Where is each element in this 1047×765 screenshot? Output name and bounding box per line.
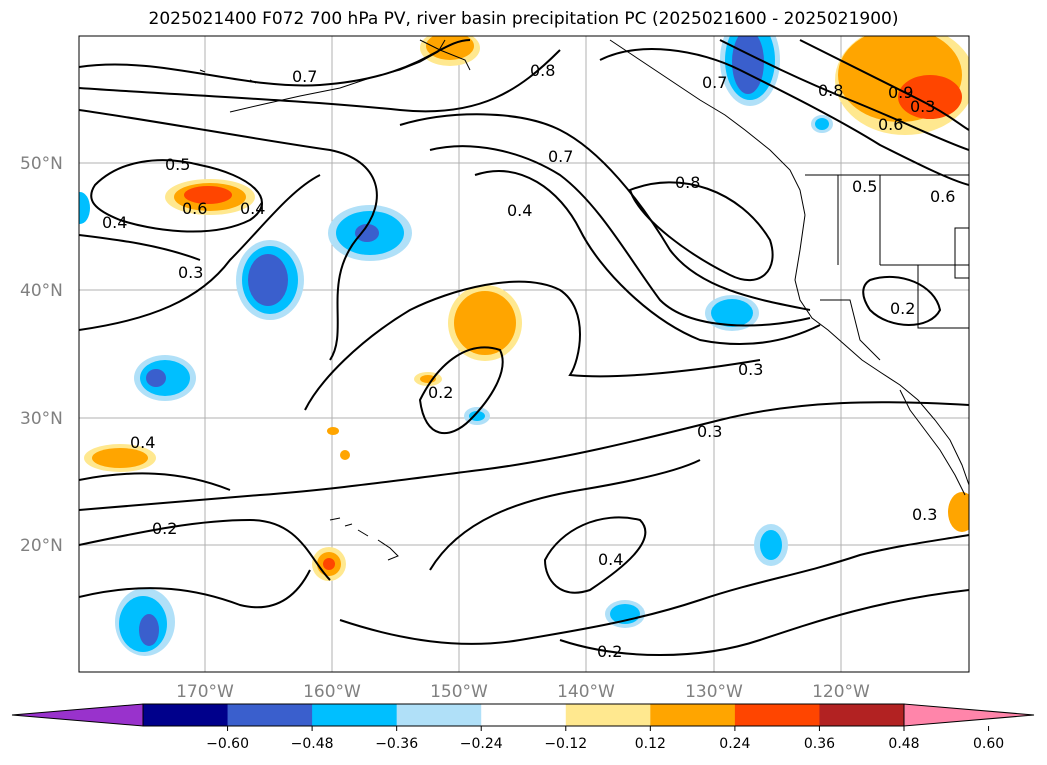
colorbar-box	[396, 704, 482, 726]
contour-label: 0.2	[890, 299, 915, 318]
contour-label: 0.8	[818, 81, 843, 100]
precip-positive-blob	[84, 444, 156, 472]
contour-label: 0.3	[910, 97, 935, 116]
contour-label: 0.2	[428, 383, 453, 402]
colorbar-box	[565, 704, 651, 726]
precip-negative-blob	[115, 588, 175, 656]
contour-label: 0.6	[878, 115, 903, 134]
colorbar-tick-label: 0.12	[635, 736, 666, 752]
precip-positive-blob	[835, 36, 969, 135]
colorbar-frame	[142, 703, 905, 727]
longitude-labels: 170°W 160°W 150°W 140°W 130°W 120°W	[176, 682, 870, 702]
colorbar-arrow-high	[903, 703, 1035, 727]
contour-label: 0.7	[292, 67, 317, 86]
colorbar-box	[143, 704, 229, 726]
contour-label: 0.7	[702, 73, 727, 92]
colorbar-tick-label: −0.24	[460, 736, 503, 752]
latitude-labels: 50°N 40°N 30°N 20°N	[20, 154, 63, 556]
colorbar-tick-label: 0.24	[719, 736, 750, 752]
lon-label: 170°W	[176, 682, 234, 702]
lon-label: 150°W	[430, 682, 488, 702]
contour-label: 0.6	[930, 187, 955, 206]
lat-label: 40°N	[20, 281, 63, 301]
precip-positive-blob	[312, 547, 346, 581]
colorbar: −0.60 −0.48 −0.36 −0.24 −0.12 0.12 0.24 0.36 0.4…	[11, 703, 1035, 752]
contour-label-group: 0.7 0.8 0.7 0.8 0.7 0.8 0.9 0.5 0.5 0.6 …	[102, 61, 955, 661]
colorbar-box	[312, 704, 398, 726]
colorbar-box	[650, 704, 736, 726]
lon-label: 130°W	[685, 682, 743, 702]
contour-label: 0.9	[888, 83, 913, 102]
contour-label: 0.3	[697, 422, 722, 441]
map-title: 2025021400 F072 700 hPa PV, river basin …	[148, 9, 899, 29]
colorbar-tick-label: 0.60	[973, 736, 1004, 752]
precip-negative-blob	[811, 115, 833, 133]
map-frame	[78, 35, 970, 673]
lat-label: 20°N	[20, 536, 63, 556]
precip-negative-blob	[328, 205, 412, 261]
lon-label: 160°W	[303, 682, 361, 702]
precip-positive-blob	[165, 179, 255, 215]
contour-label: 0.5	[852, 177, 877, 196]
colorbar-box	[819, 704, 905, 726]
contour-label: 0.4	[598, 550, 623, 569]
coastlines	[199, 39, 969, 561]
precip-negative-blob	[79, 192, 90, 224]
lon-label: 140°W	[557, 682, 615, 702]
contour-label: 0.4	[102, 213, 127, 232]
precip-positive-blob	[448, 285, 522, 361]
contour-label: 0.5	[165, 155, 190, 174]
colorbar-tick-label: −0.60	[206, 736, 249, 752]
lon-label: 120°W	[812, 682, 870, 702]
contour-label: 0.2	[152, 519, 177, 538]
precip-negative-blob	[236, 240, 304, 320]
contour-label: 0.8	[530, 61, 555, 80]
pv-contours	[79, 39, 969, 656]
contour-label: 0.6	[182, 199, 207, 218]
contour-label: 0.8	[675, 173, 700, 192]
gridlines	[79, 36, 969, 672]
lat-label: 50°N	[20, 154, 63, 174]
contour-label: 0.3	[178, 263, 203, 282]
map-area: 0.7 0.8 0.7 0.8 0.7 0.8 0.9 0.5 0.5 0.6 …	[79, 36, 969, 672]
colorbar-tick-label: 0.36	[804, 736, 835, 752]
contour-label: 0.2	[597, 642, 622, 661]
contour-label: 0.3	[738, 360, 763, 379]
precip-shading	[79, 36, 969, 656]
colorbar-box	[227, 704, 313, 726]
precip-positive-blob	[327, 427, 350, 460]
lat-label: 30°N	[20, 409, 63, 429]
precip-negative-blob	[720, 36, 780, 106]
precip-negative-blob	[134, 355, 196, 401]
contour-label: 0.3	[912, 505, 937, 524]
colorbar-box	[481, 704, 567, 726]
colorbar-tick-label: −0.12	[544, 736, 587, 752]
colorbar-arrow-low	[11, 703, 144, 727]
precip-positive-blob	[420, 36, 480, 66]
precip-negative-blob	[705, 295, 759, 331]
contour-label: 0.4	[240, 199, 265, 218]
contour-label: 0.4	[507, 201, 532, 220]
precip-positive-blob	[948, 492, 969, 532]
colorbar-tick-label: 0.48	[888, 736, 919, 752]
precip-negative-blob	[754, 524, 788, 566]
contour-label: 0.4	[130, 433, 155, 452]
colorbar-box	[734, 704, 820, 726]
contour-label: 0.7	[548, 147, 573, 166]
colorbar-tick-label: −0.36	[375, 736, 418, 752]
colorbar-tick-label: −0.48	[291, 736, 334, 752]
